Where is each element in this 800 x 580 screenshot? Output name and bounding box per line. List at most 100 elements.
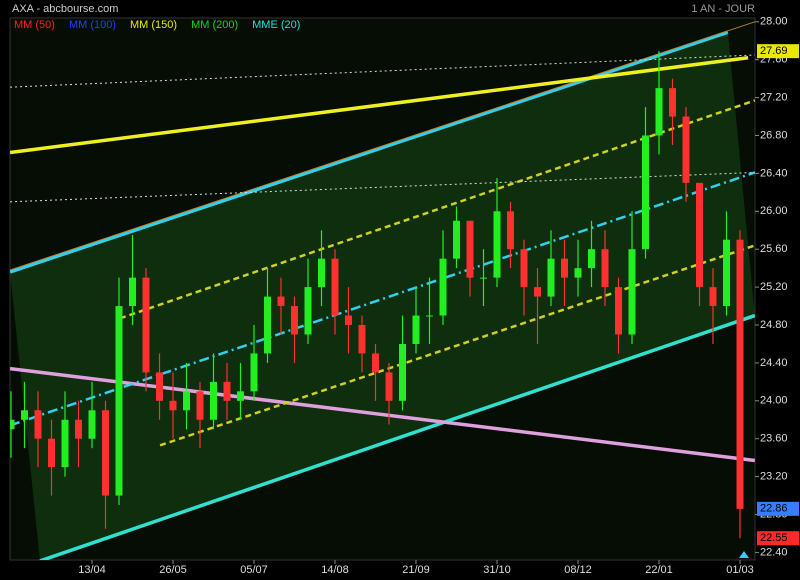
y-tick-label: 22.40	[760, 546, 788, 558]
candle-body	[358, 325, 366, 354]
trendline	[10, 171, 755, 203]
candle-body	[223, 381, 231, 401]
y-tick-label: 25.20	[760, 281, 788, 293]
candle-body	[142, 277, 150, 373]
candle-body	[372, 353, 379, 373]
candle-body	[250, 353, 258, 392]
trendline	[10, 366, 755, 463]
period-label: 1 AN - JOUR	[691, 3, 755, 15]
candle-body	[507, 211, 514, 250]
candle-body	[601, 249, 609, 288]
candle-body	[655, 88, 663, 136]
x-tick-label: 14/08	[321, 564, 349, 576]
x-tick-label: 13/04	[78, 564, 106, 576]
trendline	[119, 99, 755, 320]
y-tick-label: 28.00	[760, 16, 788, 28]
y-tick-label: 26.80	[760, 129, 788, 141]
candle-body	[561, 258, 568, 278]
candle-body	[88, 410, 96, 439]
candle-body	[453, 220, 460, 259]
candle-body	[709, 287, 717, 307]
candle-body	[210, 381, 217, 420]
x-tick-label: 22/01	[645, 564, 673, 576]
y-tick-label: 24.40	[760, 357, 788, 369]
candle-body	[628, 249, 636, 335]
candle-body	[61, 419, 69, 468]
candle-body	[723, 239, 730, 307]
candle-body	[480, 277, 487, 279]
plot-layer	[10, 21, 755, 560]
trendline	[10, 30, 729, 274]
price-flag	[757, 501, 799, 516]
candle-body	[318, 258, 325, 288]
candle-body	[304, 287, 312, 335]
chart-title: AXA - abcbourse.com	[12, 3, 118, 15]
x-tick-label: 26/05	[159, 564, 187, 576]
candle-body	[493, 211, 501, 278]
trendline	[10, 56, 749, 155]
trendline	[10, 54, 755, 88]
candle-body	[439, 258, 447, 316]
candle-body	[196, 391, 204, 420]
candle-body	[102, 410, 109, 496]
trendline	[39, 313, 755, 560]
candle-body	[345, 315, 352, 326]
candle-body	[291, 306, 298, 335]
legend-entry: MM (150)	[130, 19, 177, 31]
y-tick-label: 24.80	[760, 319, 788, 331]
last-marker	[739, 551, 749, 558]
candle-body	[169, 400, 177, 411]
y-tick-label: 26.40	[760, 167, 788, 179]
candle-body	[547, 258, 555, 297]
price-flag-label: 22.55	[760, 532, 788, 544]
candle-body	[331, 258, 339, 316]
candle-body	[736, 239, 744, 509]
x-tick-label: 08/12	[564, 564, 592, 576]
x-tick-label: 01/03	[726, 564, 754, 576]
candle-body	[385, 372, 393, 401]
trendline	[10, 171, 755, 427]
candle-body	[520, 249, 528, 288]
y-tick-label: 23.20	[760, 471, 788, 483]
legend-entry: MM (50)	[14, 19, 55, 31]
candle-body	[10, 419, 15, 430]
x-tick-label: 05/07	[240, 564, 268, 576]
price-flag	[757, 531, 799, 546]
y-tick-label: 25.60	[760, 243, 788, 255]
candle-body	[237, 391, 244, 401]
candle-body	[682, 116, 690, 183]
candle-body	[534, 287, 541, 297]
y-tick-label: 27.20	[760, 92, 788, 104]
candle-body	[129, 277, 136, 307]
y-tick-label: 24.00	[760, 395, 788, 407]
candle-body	[642, 135, 649, 250]
candle-body	[588, 249, 595, 269]
candle-body	[21, 410, 28, 420]
candle-body	[412, 315, 420, 344]
candle-body	[277, 296, 285, 307]
candle-body	[574, 268, 582, 278]
trendline	[10, 21, 755, 271]
y-tick-label: 23.60	[760, 433, 788, 445]
candle-body	[115, 306, 123, 496]
x-tick-label: 21/09	[402, 564, 430, 576]
x-tick-label: 31/10	[483, 564, 511, 576]
trendline	[159, 244, 755, 447]
candle-body	[615, 287, 622, 335]
legend-entry: MME (20)	[252, 19, 300, 31]
candle-body	[466, 220, 474, 278]
candle-body	[34, 410, 42, 439]
candle-body	[426, 315, 433, 317]
price-flag-label: 27.69	[760, 45, 788, 57]
candle-body	[48, 438, 55, 468]
candle-body	[264, 296, 271, 354]
price-flag	[757, 44, 799, 59]
legend-entry: MM (100)	[69, 19, 116, 31]
candle-body	[696, 182, 703, 288]
candle-body	[183, 391, 190, 411]
price-flag-label: 22.86	[760, 503, 788, 515]
candle-body	[75, 419, 82, 439]
candle-body	[156, 372, 163, 401]
